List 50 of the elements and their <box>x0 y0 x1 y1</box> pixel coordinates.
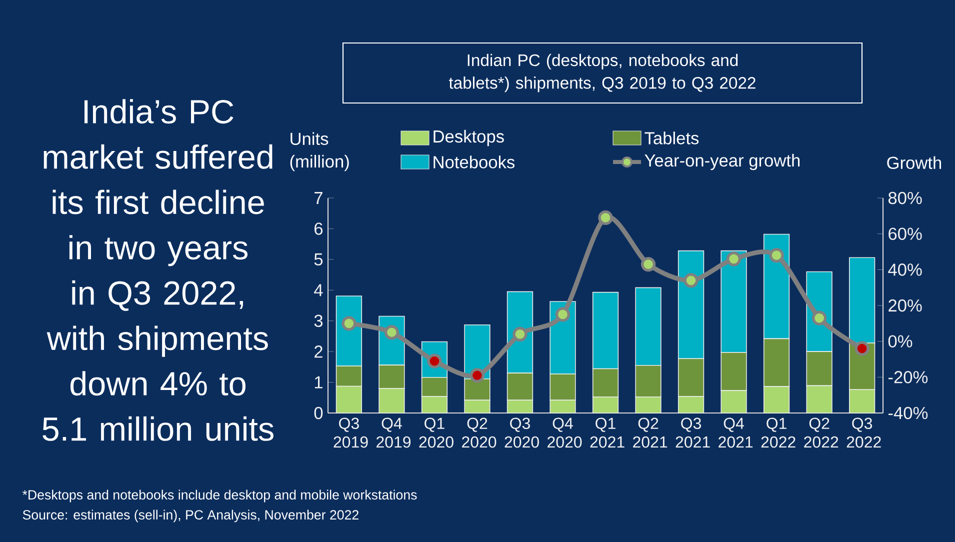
legend-label: Desktops <box>434 130 504 146</box>
point <box>854 341 870 356</box>
chart-title: Indian PC (desktops, notebooks and tablets*) shipments, Q3 2019 to Q3 2022 <box>448 54 756 92</box>
y-tick-label: 1 <box>314 376 322 388</box>
y2-tick-label: 80% <box>888 192 922 204</box>
y2-tick-label: 40% <box>888 264 922 276</box>
y-tick-label: 3 <box>314 314 323 327</box>
y2-tick-label: 60% <box>888 228 922 240</box>
point <box>470 368 485 383</box>
text: *Desktops and notebooks include desktop and mobile workstations <box>22 490 417 502</box>
point <box>342 316 356 331</box>
source-note: Source: estimates (sell-in), PC Analysis, November 2022 <box>22 510 358 522</box>
x-tick-label: Q2 2020 <box>462 418 496 448</box>
x-tick-label: Q4 2020 <box>548 418 582 448</box>
legend-label: Notebooks <box>434 156 515 168</box>
x-tick-label: Q1 2020 <box>419 418 454 448</box>
y2-tick-label: -20% <box>888 371 928 384</box>
y-axis-title: Units (million) <box>290 132 349 172</box>
y2-axis-title: Growth <box>887 156 942 169</box>
x-tick-label: Q2 2022 <box>804 418 838 448</box>
x-tick-label: Q4 2021 <box>718 418 753 448</box>
y2-tick-label: 20% <box>888 299 922 312</box>
legend-label: Year-on-year growth <box>644 154 800 170</box>
y-tick-label: 4 <box>314 284 323 296</box>
y-tick-label: 0 <box>314 406 323 420</box>
point <box>769 248 784 263</box>
y-tick-label: 5 <box>314 253 323 266</box>
point <box>726 252 742 266</box>
x-tick-label: Q1 2022 <box>761 418 796 448</box>
point <box>598 210 613 226</box>
y-tick-label: 6 <box>314 222 323 235</box>
y2-tick-label: -40% <box>888 406 928 420</box>
x-tick-label: Q2 2021 <box>633 418 668 448</box>
text: India’s PC market suffered its first decline in two years in Q3 2022, with shipments down 4% to 5.1 million units <box>42 99 274 441</box>
point <box>684 273 698 288</box>
y2-tick-label: 0% <box>888 335 912 348</box>
point <box>512 326 528 342</box>
x-tick-label: Q3 2021 <box>676 418 710 448</box>
y-tick-label: 7 <box>314 192 322 204</box>
x-tick-label: Q3 2019 <box>334 418 368 448</box>
point <box>812 310 827 326</box>
x-tick-label: Q3 2022 <box>846 418 881 448</box>
point <box>555 307 570 322</box>
point <box>640 256 656 272</box>
x-tick-label: Q4 2019 <box>376 418 411 448</box>
x-tick-label: Q3 2020 <box>504 418 539 448</box>
point <box>384 325 400 340</box>
y-tick-label: 2 <box>314 346 322 358</box>
x-tick-label: Q1 2021 <box>590 418 624 448</box>
legend-label: Tablets <box>644 132 699 144</box>
